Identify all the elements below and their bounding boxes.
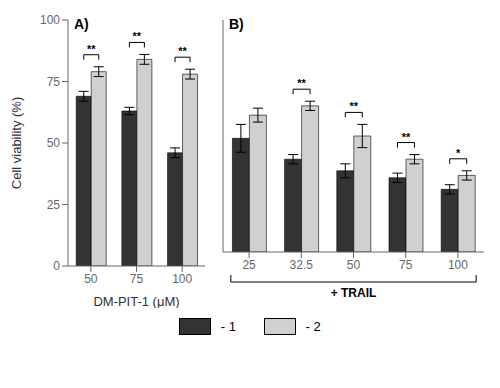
- svg-text:25: 25: [47, 198, 61, 212]
- svg-text:75: 75: [47, 75, 61, 89]
- svg-text:50: 50: [347, 258, 361, 272]
- svg-text:**: **: [297, 77, 306, 89]
- svg-text:Cell viability (%): Cell viability (%): [9, 97, 24, 189]
- svg-text:100: 100: [448, 258, 468, 272]
- svg-text:**: **: [133, 30, 142, 42]
- html-text:- 2: - 2: [302, 319, 321, 334]
- svg-text:75: 75: [399, 258, 413, 272]
- svg-text:75: 75: [130, 272, 144, 286]
- svg-text:**: **: [178, 45, 187, 57]
- svg-text:32.5: 32.5: [290, 258, 314, 272]
- svg-text:**: **: [402, 131, 411, 143]
- svg-text:50: 50: [84, 272, 98, 286]
- svg-text:0: 0: [53, 259, 60, 273]
- svg-text:**: **: [87, 43, 96, 55]
- html-text:- 1: - 1: [217, 319, 236, 334]
- svg-text:+ TRAIL: + TRAIL: [331, 286, 377, 300]
- svg-text:100: 100: [40, 13, 60, 27]
- svg-text:25: 25: [242, 258, 256, 272]
- svg-text:*: *: [456, 147, 461, 159]
- svg-text:DM-PIT-1 (μM): DM-PIT-1 (μM): [93, 294, 179, 308]
- html-text:A): A): [74, 16, 89, 32]
- svg-text:100: 100: [172, 272, 192, 286]
- svg-text:50: 50: [47, 136, 61, 150]
- svg-text:**: **: [350, 100, 359, 112]
- html-text:B): B): [229, 16, 244, 32]
